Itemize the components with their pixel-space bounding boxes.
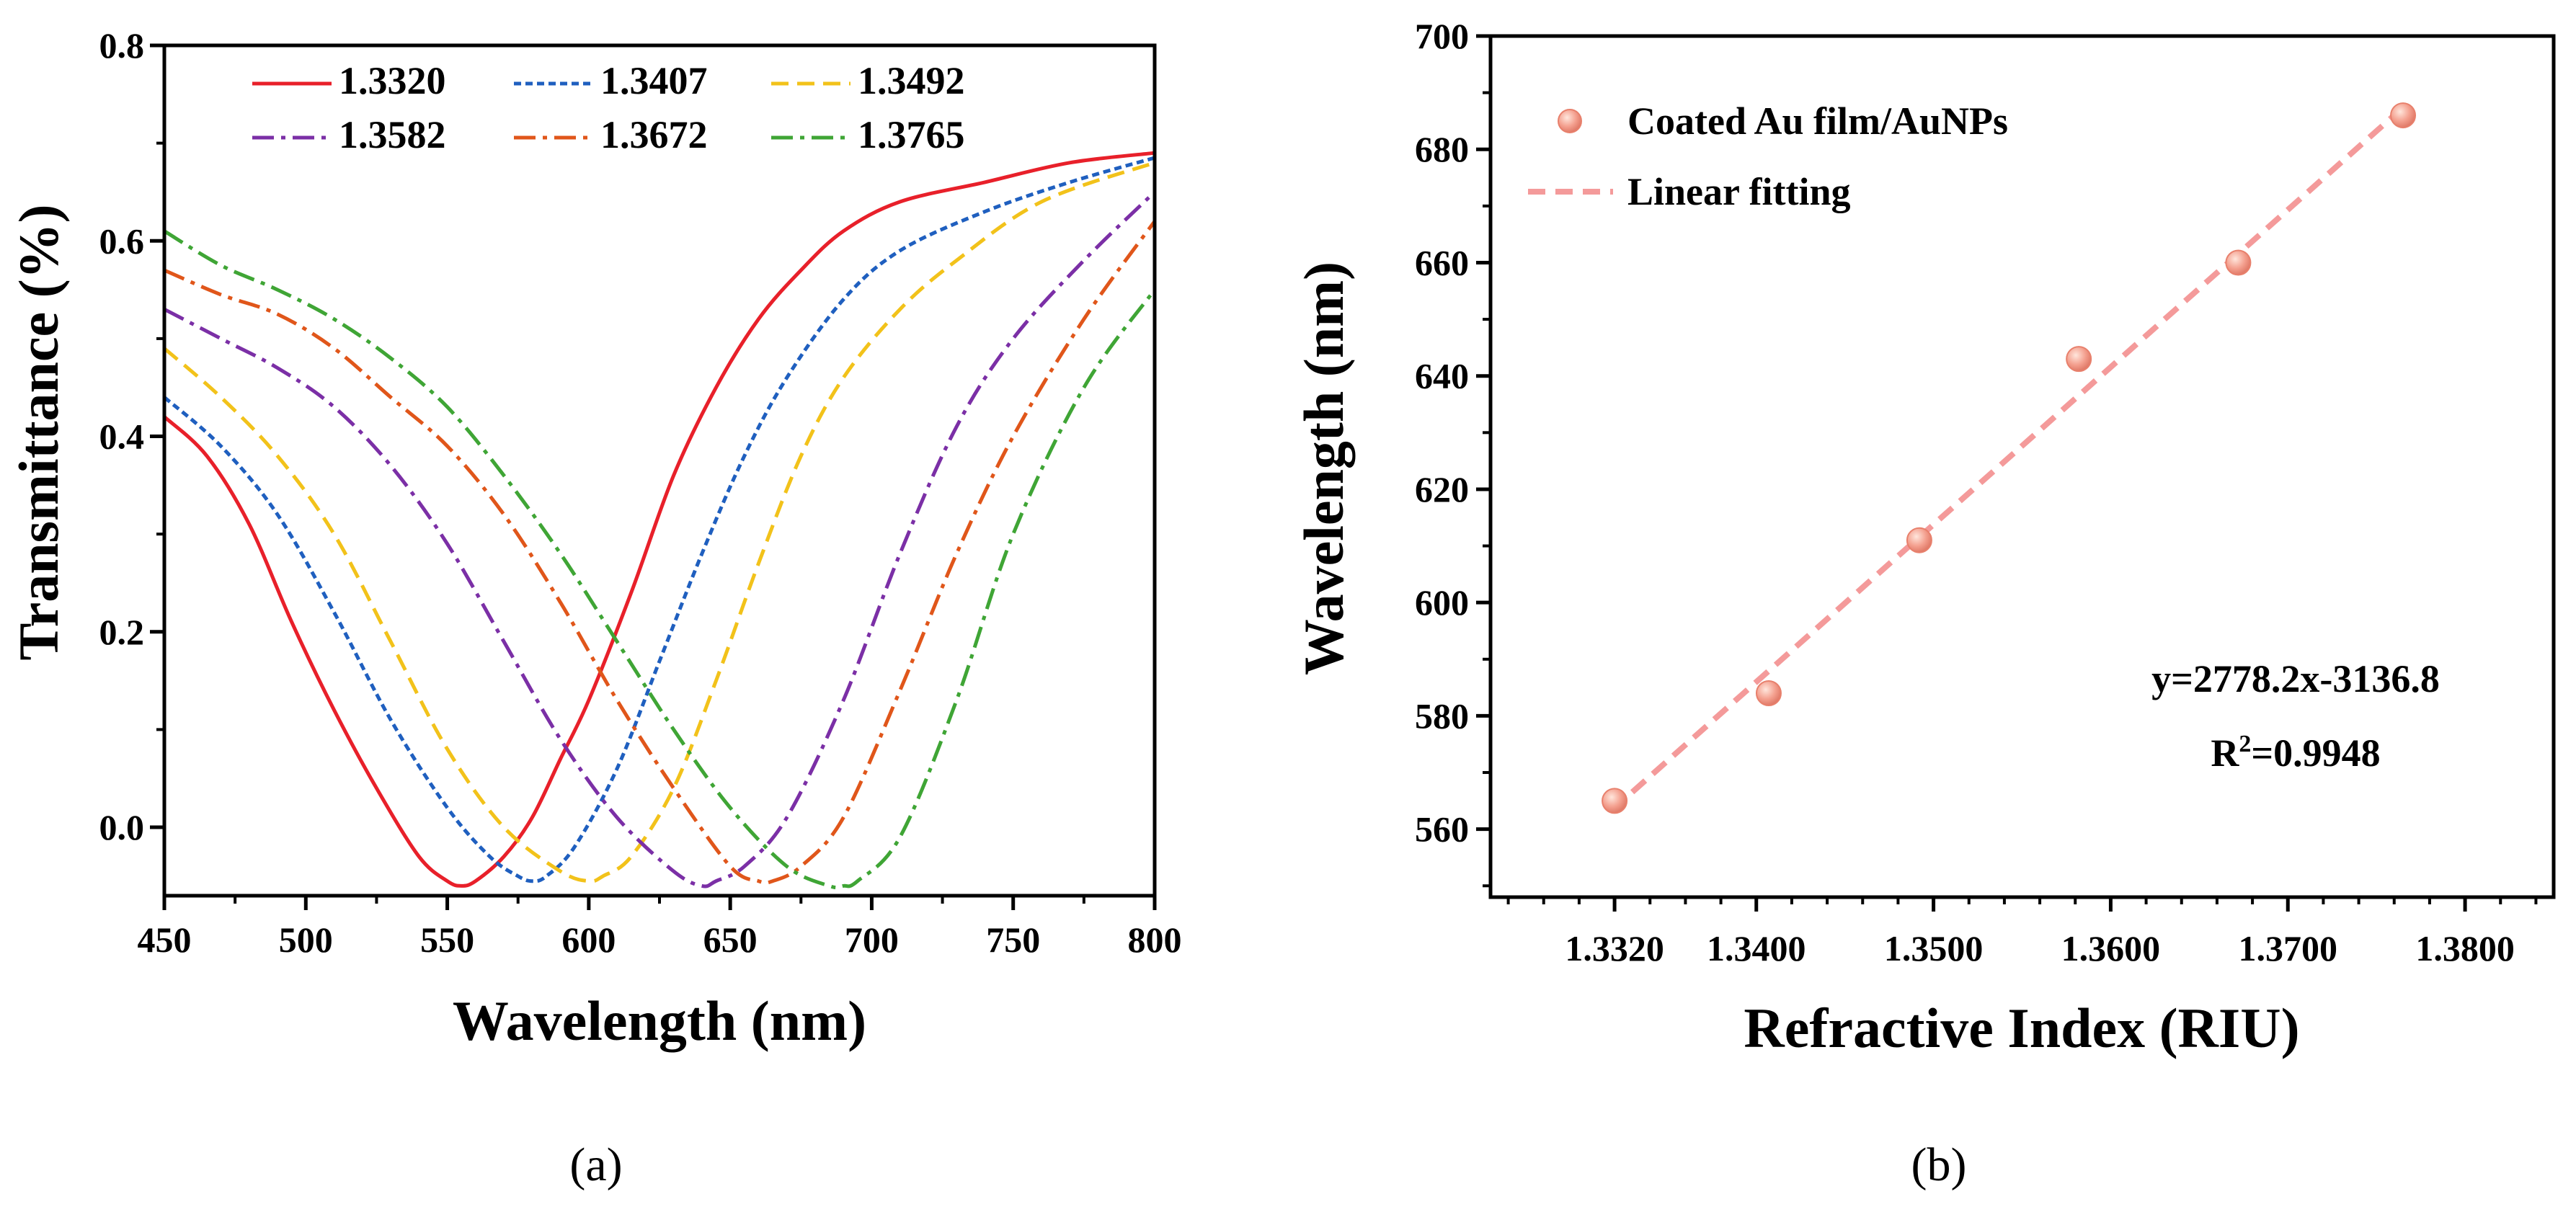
panel-b-y-tick-label: 680: [1415, 129, 1469, 169]
data-point: [2390, 102, 2417, 129]
panel-a-ticks: 450 500 550 600 650 700 750 800 0.0 0.2 0.4 0.6 0.8: [99, 25, 1182, 960]
transmittance-curve-1-3582: [163, 190, 1156, 888]
panel-b-legend: Coated Au film/AuNPs Linear fitting: [1528, 99, 2008, 213]
data-point: [1602, 788, 1628, 814]
panel-a-y-tick-label: 0.4: [99, 417, 145, 457]
panel-a-x-tick-label: 750: [986, 919, 1040, 960]
panel-b-x-tick-label: 1.3500: [1884, 928, 1984, 968]
panel-b-ticks: 1.3320 1.3400 1.3500 1.3600 1.3700 1.3800 560 5…: [1415, 16, 2538, 968]
transmittance-curve-1-3765: [163, 229, 1157, 890]
panel-b-x-axis-title: Refractive Index (RIU): [1744, 997, 2299, 1059]
legend-label-fit: Linear fitting: [1627, 170, 1851, 213]
panel-a-x-tick-label: 600: [561, 919, 616, 960]
panel-b-x-tick-label: 1.3600: [2061, 928, 2161, 968]
legend-label-1-3672: 1.3672: [600, 113, 708, 156]
panel-a-x-tick-label: 700: [845, 919, 899, 960]
transmittance-curve-1-3407: [163, 156, 1155, 883]
legend-label-1-3492: 1.3492: [858, 59, 965, 102]
panel-a: 450 500 550 600 650 700 750 8000.00.20.40.60.8 …: [7, 25, 1182, 1191]
fit-equation: y=2778.2x-3136.8: [2151, 657, 2440, 700]
legend-label-data: Coated Au film/AuNPs: [1627, 99, 2008, 143]
linear-fit-line: [1630, 105, 2405, 795]
panel-a-y-tick-label: 0.0: [99, 807, 145, 847]
transmittance-curve-1-3672: [164, 220, 1157, 885]
panel-a-x-tick-label: 800: [1128, 919, 1182, 960]
panel-b-y-tick-label: 580: [1415, 695, 1469, 736]
data-point: [2066, 346, 2092, 373]
panel-b-caption: (b): [1911, 1139, 1967, 1191]
panel-b-x-tick-label: 1.3800: [2415, 928, 2515, 968]
r-squared-letter: R: [2211, 731, 2239, 775]
panel-a-x-tick-label: 650: [703, 919, 758, 960]
panel-a-caption: (a): [569, 1139, 622, 1191]
panel-a-plot-frame: [162, 43, 1157, 898]
panel-b-y-axis-title: Wavelength (nm): [1292, 262, 1355, 675]
legend-label-1-3582: 1.3582: [339, 113, 446, 156]
panel-b-y-tick-label: 700: [1415, 16, 1469, 56]
panel-a-y-tick-label: 0.8: [99, 25, 145, 66]
legend-marker-data: [1558, 109, 1582, 133]
panel-b-y-tick-label: 660: [1415, 242, 1469, 282]
panel-b-plot-frame: [1488, 34, 2556, 899]
panel-a-series-group: [163, 151, 1157, 890]
transmittance-curve-1-3320: [163, 151, 1155, 888]
data-point: [1755, 680, 1782, 706]
panel-b-x-tick-label: 1.3320: [1565, 928, 1664, 968]
r-squared: R2=0.9948: [2211, 731, 2380, 775]
panel-b-y-tick-label: 640: [1415, 356, 1469, 396]
transmittance-curve-1-3492: [163, 161, 1155, 883]
r-squared-exponent: 2: [2239, 731, 2251, 757]
panel-a-x-tick-label: 550: [420, 919, 474, 960]
legend-label-1-3407: 1.3407: [600, 59, 708, 102]
panel-a-legend: 1.3320 1.3407 1.3492 1.3582 1.3672 1.3765: [252, 59, 965, 156]
panel-b-x-tick-label: 1.3700: [2239, 928, 2338, 968]
panel-a-y-tick-label: 0.6: [99, 221, 145, 261]
panel-a-x-tick-label: 450: [138, 919, 192, 960]
panel-a-y-tick-label: 0.2: [99, 612, 145, 652]
data-point: [1906, 527, 1932, 553]
panel-b: 1.3320 1.3400 1.3500 1.3600 1.3700 1.3800 560 5…: [1292, 16, 2556, 1191]
legend-label-1-3320: 1.3320: [339, 59, 446, 102]
panel-b-y-tick-label: 560: [1415, 809, 1469, 850]
panel-b-y-tick-label: 600: [1415, 582, 1469, 623]
data-point: [2225, 249, 2252, 276]
panel-a-y-axis-title: Transmittance (%): [7, 204, 70, 660]
panel-a-x-axis-title: Wavelength (nm): [453, 989, 866, 1052]
panel-b-y-tick-label: 620: [1415, 469, 1469, 509]
r-squared-value: =0.9948: [2251, 731, 2380, 775]
panel-b-plot-group: [1602, 102, 2417, 814]
panel-b-x-tick-label: 1.3400: [1707, 928, 1806, 968]
legend-label-1-3765: 1.3765: [858, 113, 965, 156]
panel-a-x-tick-label: 500: [279, 919, 333, 960]
